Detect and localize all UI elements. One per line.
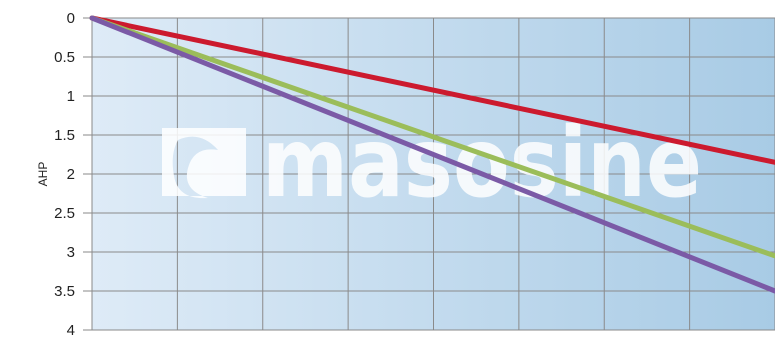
series-line-3	[89, 15, 775, 294]
series-lines	[89, 15, 775, 294]
y-tick-labels: 0 0.5 1 1.5 2 2.5 3 3.5 4	[54, 10, 75, 338]
y-tick-label: 4	[67, 322, 75, 338]
y-tick-label: 3	[67, 244, 75, 261]
y-tick-label: 0.5	[54, 49, 75, 66]
watermark-logo: masosine	[162, 107, 702, 219]
series-line-2	[89, 15, 775, 259]
y-tick-label: 2	[67, 166, 75, 183]
watermark-text: masosine	[262, 107, 702, 219]
y-tick-label: 1	[67, 88, 75, 105]
series-line-1	[89, 15, 775, 165]
y-tick-label: 3.5	[54, 283, 75, 300]
grid	[83, 17, 775, 331]
y-axis-label: AHP	[36, 162, 50, 187]
y-tick-label: 0	[67, 10, 75, 27]
y-tick-label: 2.5	[54, 205, 75, 222]
y-tick-label: 1.5	[54, 127, 75, 144]
watermark-wave-icon	[162, 128, 246, 199]
